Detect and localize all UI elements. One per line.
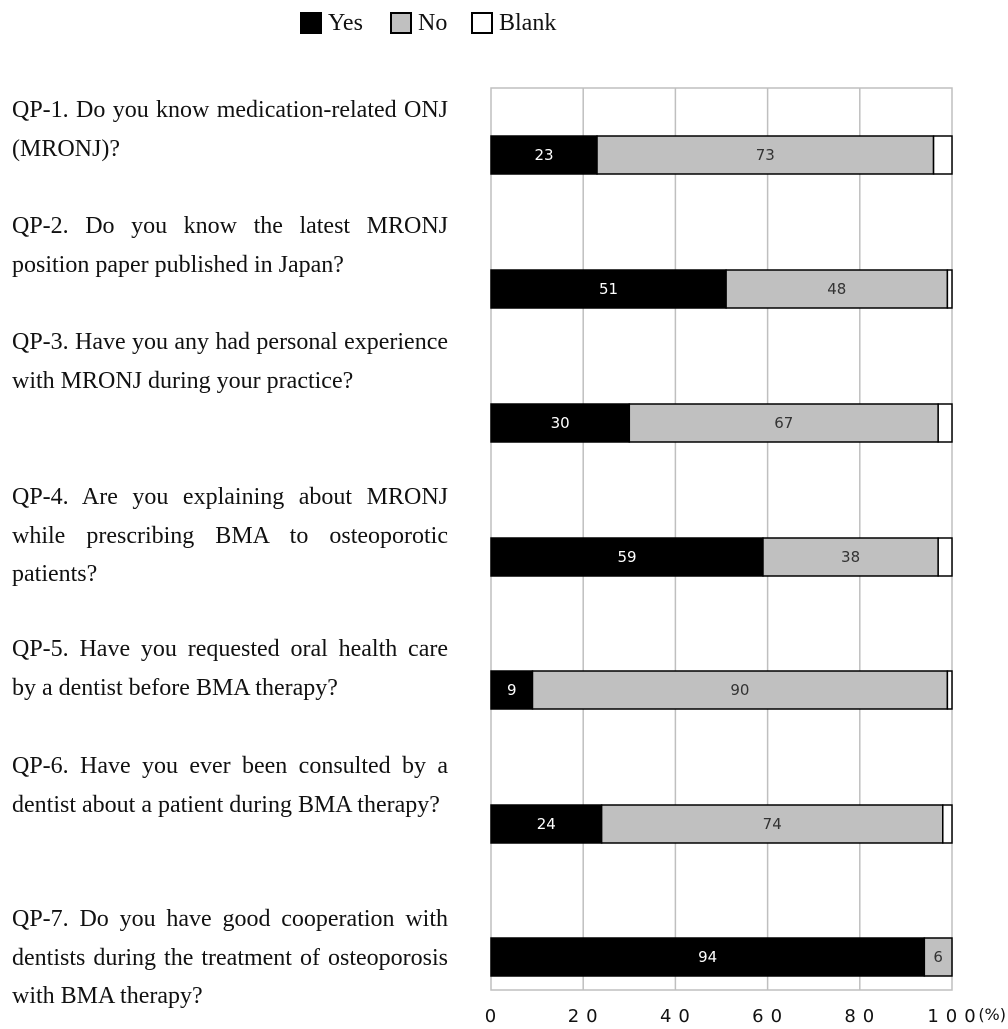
legend-swatch-blank (471, 12, 493, 34)
question-qp4: QP-4. Are you explaining about MRONJ whi… (12, 484, 448, 587)
legend-label-blank: Blank (499, 9, 557, 36)
data-label: 48 (827, 280, 846, 298)
legend-label-no: No (418, 9, 448, 36)
data-label: 51 (599, 280, 618, 298)
bar-segment-yes (490, 403, 631, 443)
data-label: 59 (617, 548, 636, 566)
data-label: 38 (841, 548, 860, 566)
data-label: 94 (698, 948, 717, 966)
data-label: 90 (730, 681, 749, 699)
bar-segment-blank (937, 403, 953, 443)
question-qp3: QP-3. Have you any had personal experien… (12, 329, 448, 394)
legend-swatch-no (390, 12, 412, 34)
question-qp5: QP-5. Have you requested oral health car… (12, 636, 448, 701)
x-axis-unit-label: (%) (978, 1005, 1006, 1024)
legend: Yes No Blank (0, 0, 1008, 46)
question-qp1: QP-1. Do you know medication-related ONJ… (12, 97, 448, 162)
data-label: 30 (551, 414, 570, 432)
x-tick-label: 60 (752, 1006, 789, 1027)
legend-item-no: No (390, 9, 447, 37)
bar-segment-yes (490, 804, 603, 844)
x-tick-label: 20 (568, 1006, 605, 1027)
bar-segment-blank (942, 804, 953, 844)
x-tick-label: 80 (844, 1006, 881, 1027)
data-label: 23 (534, 146, 553, 164)
data-label: 6 (933, 948, 943, 966)
bar-segment-blank (932, 135, 953, 175)
legend-swatch-yes (300, 12, 322, 34)
legend-label-yes: Yes (328, 9, 363, 36)
bar-segment-yes (490, 537, 764, 577)
x-tick-label: 100 (927, 1006, 982, 1027)
data-label: 67 (774, 414, 793, 432)
bar-segment-yes (490, 135, 598, 175)
bar-segment-no (725, 269, 949, 309)
bar-segment-no (531, 670, 949, 710)
legend-item-yes: Yes (300, 9, 363, 37)
legend-item-blank: Blank (471, 9, 556, 37)
question-qp2: QP-2. Do you know the latest MRONJ posit… (12, 213, 448, 278)
bar-segment-no (762, 537, 939, 577)
bar-segment-no (923, 937, 953, 977)
data-label: 74 (763, 815, 782, 833)
bar-segment-no (596, 135, 935, 175)
bar-segment-blank (937, 537, 953, 577)
question-qp7: QP-7. Do you have good cooperation with … (12, 906, 448, 1009)
data-label: 9 (507, 681, 517, 699)
question-qp6: QP-6. Have you ever been consulted by a … (12, 753, 448, 818)
x-tick-label: 40 (660, 1006, 697, 1027)
bar-segment-no (628, 403, 939, 443)
bar-segment-blank (946, 670, 953, 710)
data-label: 73 (756, 146, 775, 164)
bar-segment-blank (946, 269, 953, 309)
x-tick-label: 0 (485, 1006, 503, 1027)
data-label: 24 (537, 815, 556, 833)
